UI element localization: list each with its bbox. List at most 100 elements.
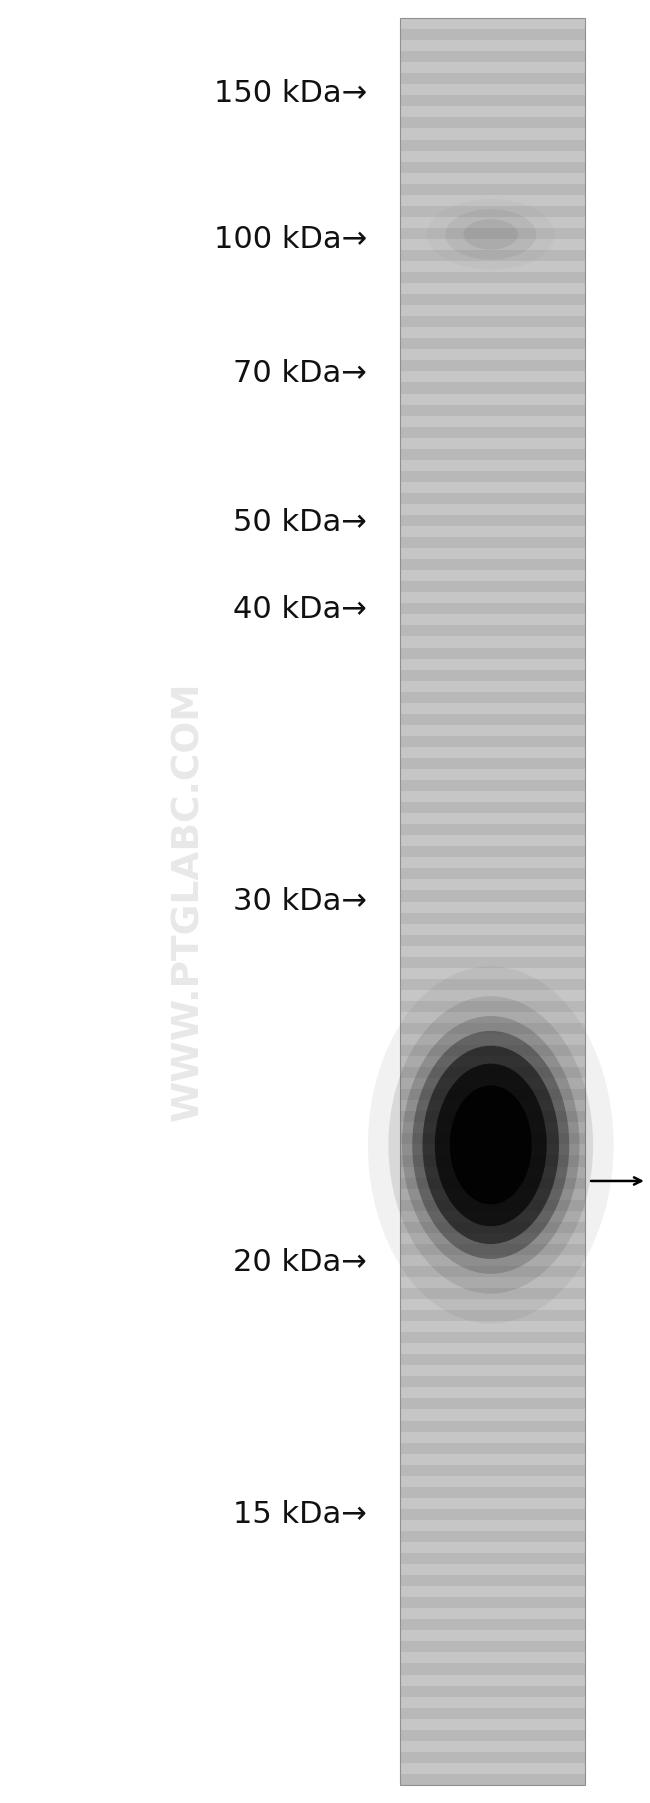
Bar [400, 526, 585, 537]
Bar [400, 1608, 585, 1619]
Text: 20 kDa→: 20 kDa→ [233, 1248, 367, 1277]
Bar [400, 1652, 585, 1664]
Bar [400, 736, 585, 746]
Bar [400, 1531, 585, 1542]
Bar [400, 1332, 585, 1343]
Bar [400, 1298, 585, 1311]
Bar [400, 1343, 585, 1354]
Bar [400, 50, 585, 61]
Bar [400, 173, 585, 184]
Bar [400, 669, 585, 680]
Bar [400, 1035, 585, 1046]
Bar [400, 283, 585, 294]
Bar [400, 604, 585, 615]
Bar [400, 658, 585, 669]
Bar [400, 757, 585, 768]
Text: 50 kDa→: 50 kDa→ [233, 508, 367, 537]
Bar [400, 1587, 585, 1597]
Bar [400, 96, 585, 106]
Bar [400, 1111, 585, 1121]
Ellipse shape [422, 1046, 559, 1244]
Bar [400, 305, 585, 316]
Ellipse shape [445, 209, 536, 260]
Bar [400, 824, 585, 835]
Bar [400, 1212, 585, 1222]
Bar [400, 492, 585, 503]
Bar [400, 339, 585, 350]
Bar [400, 615, 585, 626]
Bar [400, 106, 585, 117]
Bar [400, 516, 585, 526]
Bar [400, 1222, 585, 1233]
Bar [400, 1134, 585, 1145]
Bar [400, 316, 585, 326]
Bar [400, 1742, 585, 1753]
Bar [400, 1287, 585, 1298]
Bar [400, 968, 585, 979]
Ellipse shape [427, 198, 554, 270]
Bar [400, 61, 585, 74]
Ellipse shape [463, 220, 518, 249]
Bar [400, 1354, 585, 1365]
Bar [400, 768, 585, 781]
Bar [400, 471, 585, 481]
Bar [400, 934, 585, 945]
Ellipse shape [389, 995, 593, 1295]
Bar [400, 647, 585, 658]
Text: WWW.PTGLABC.COM: WWW.PTGLABC.COM [170, 682, 207, 1121]
Bar [400, 1576, 585, 1587]
Ellipse shape [368, 966, 614, 1323]
Bar [400, 1322, 585, 1332]
Bar [400, 238, 585, 251]
Bar [400, 404, 585, 415]
Bar [400, 781, 585, 792]
Bar [400, 393, 585, 404]
Bar [400, 1255, 585, 1266]
Bar [400, 846, 585, 856]
Bar [400, 251, 585, 261]
Bar [400, 1376, 585, 1388]
Bar [400, 216, 585, 227]
Bar [400, 835, 585, 846]
Bar [400, 481, 585, 492]
Bar [400, 1046, 585, 1057]
Bar [400, 1100, 585, 1111]
Bar [400, 891, 585, 902]
Bar [400, 1388, 585, 1399]
Bar [400, 548, 585, 559]
Bar [400, 18, 585, 1785]
Ellipse shape [402, 1015, 580, 1273]
Bar [400, 1432, 585, 1442]
Bar [400, 1266, 585, 1277]
Bar [400, 40, 585, 50]
Bar [400, 1475, 585, 1487]
Bar [400, 361, 585, 371]
Bar [400, 581, 585, 591]
Bar [400, 1167, 585, 1177]
Bar [400, 350, 585, 361]
Bar [400, 880, 585, 891]
Bar [400, 714, 585, 725]
Bar [400, 227, 585, 238]
Bar [400, 1410, 585, 1421]
Bar [400, 195, 585, 206]
Bar [400, 1022, 585, 1033]
Bar [400, 261, 585, 272]
Bar [400, 1619, 585, 1630]
Bar [400, 1188, 585, 1199]
Bar [400, 326, 585, 339]
Text: 40 kDa→: 40 kDa→ [233, 595, 367, 624]
Bar [400, 1487, 585, 1498]
Bar [400, 1421, 585, 1432]
Text: 30 kDa→: 30 kDa→ [233, 887, 367, 916]
Bar [400, 591, 585, 604]
Bar [400, 1156, 585, 1167]
Bar [400, 1753, 585, 1763]
Bar [400, 1177, 585, 1188]
Bar [400, 1718, 585, 1729]
Bar [400, 449, 585, 460]
Bar [400, 503, 585, 516]
Bar [400, 1442, 585, 1453]
Bar [400, 85, 585, 96]
Bar [400, 1498, 585, 1509]
